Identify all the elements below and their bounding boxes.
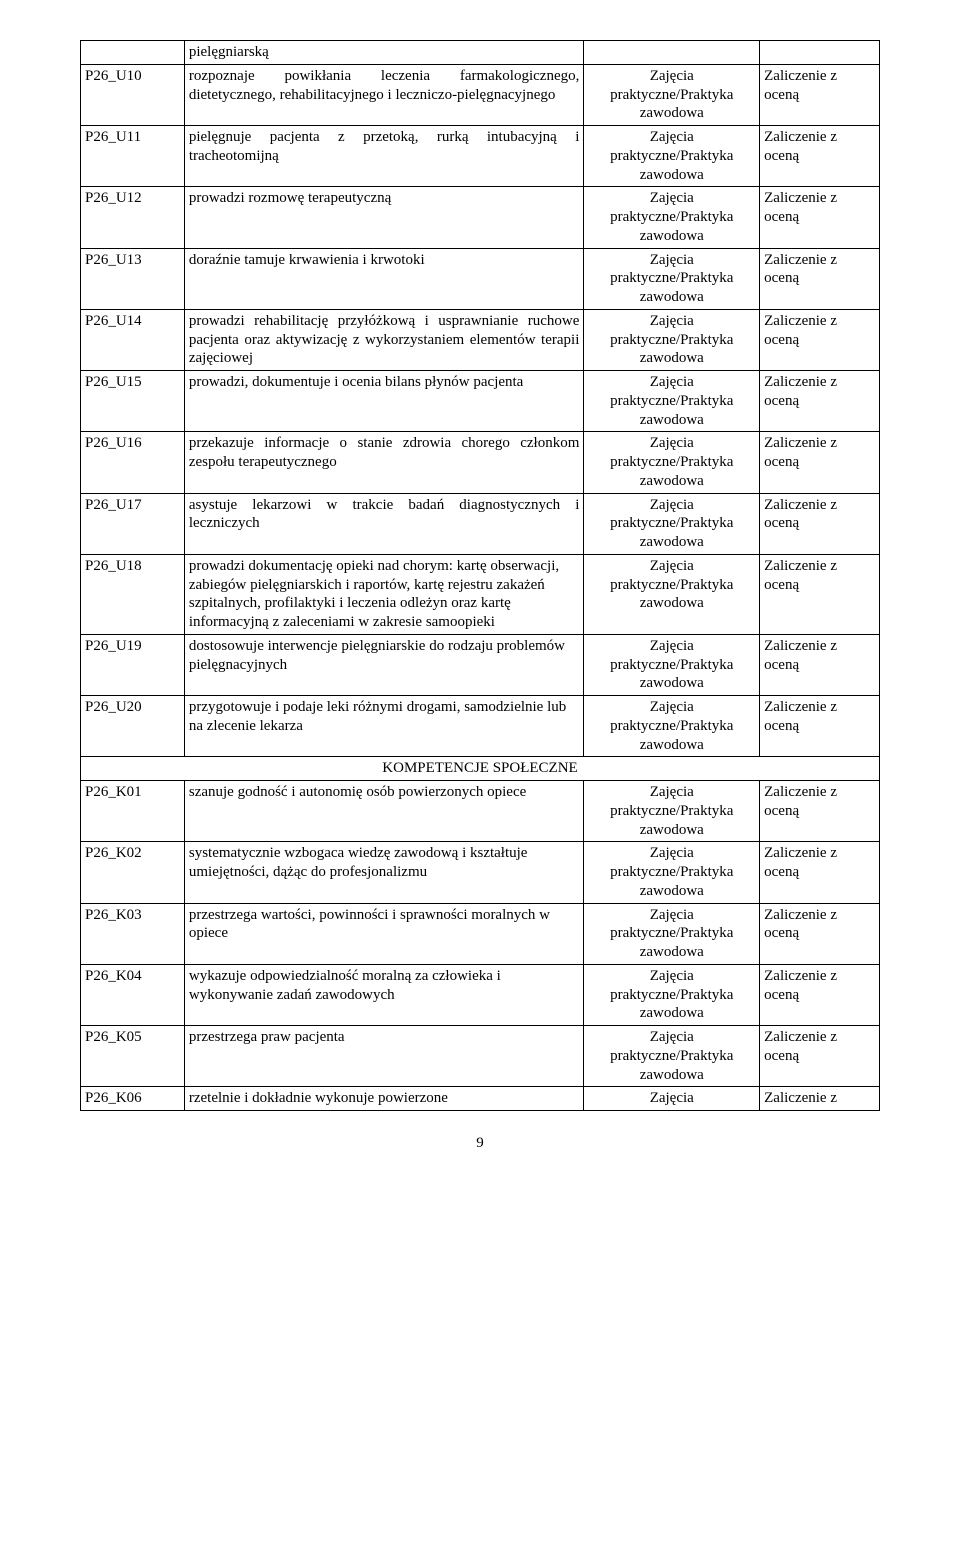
code-cell: P26_U19: [81, 634, 185, 695]
table-row: P26_K06rzetelnie i dokładnie wykonuje po…: [81, 1087, 880, 1111]
method-cell: Zajęciapraktyczne/Praktykazawodowa: [584, 842, 760, 903]
code-cell: P26_K05: [81, 1026, 185, 1087]
description-cell: rozpoznaje powikłania leczenia farmakolo…: [184, 64, 584, 125]
code-cell: P26_U17: [81, 493, 185, 554]
method-cell: Zajęciapraktyczne/Praktykazawodowa: [584, 696, 760, 757]
code-cell: P26_U15: [81, 371, 185, 432]
table-row: P26_K01szanuje godność i autonomię osób …: [81, 781, 880, 842]
method-cell: Zajęciapraktyczne/Praktykazawodowa: [584, 248, 760, 309]
table-row: P26_K05przestrzega praw pacjentaZajęciap…: [81, 1026, 880, 1087]
description-cell: prowadzi dokumentację opieki nad chorym:…: [184, 554, 584, 634]
assessment-cell: Zaliczenie zoceną: [760, 126, 880, 187]
table-row: P26_U15prowadzi, dokumentuje i ocenia bi…: [81, 371, 880, 432]
method-cell: Zajęciapraktyczne/Praktykazawodowa: [584, 493, 760, 554]
method-cell: Zajęciapraktyczne/Praktykazawodowa: [584, 781, 760, 842]
description-cell: szanuje godność i autonomię osób powierz…: [184, 781, 584, 842]
assessment-cell: Zaliczenie zoceną: [760, 781, 880, 842]
code-cell: P26_U20: [81, 696, 185, 757]
description-cell: przekazuje informacje o stanie zdrowia c…: [184, 432, 584, 493]
table-row: P26_U14prowadzi rehabilitację przyłóżkow…: [81, 309, 880, 370]
table-row: P26_K02systematycznie wzbogaca wiedzę za…: [81, 842, 880, 903]
description-cell: przestrzega wartości, powinności i spraw…: [184, 903, 584, 964]
assessment-cell: Zaliczenie zoceną: [760, 903, 880, 964]
table-row: P26_K03przestrzega wartości, powinności …: [81, 903, 880, 964]
code-cell: P26_U14: [81, 309, 185, 370]
section-header: KOMPETENCJE SPOŁECZNE: [81, 757, 880, 781]
description-cell: prowadzi, dokumentuje i ocenia bilans pł…: [184, 371, 584, 432]
assessment-cell: Zaliczenie zoceną: [760, 187, 880, 248]
description-cell: prowadzi rozmowę terapeutyczną: [184, 187, 584, 248]
method-cell: Zajęciapraktyczne/Praktykazawodowa: [584, 634, 760, 695]
method-cell: Zajęciapraktyczne/Praktykazawodowa: [584, 1026, 760, 1087]
assessment-cell: Zaliczenie zoceną: [760, 696, 880, 757]
assessment-cell: Zaliczenie zoceną: [760, 64, 880, 125]
description-cell: wykazuje odpowiedzialność moralną za czł…: [184, 964, 584, 1025]
assessment-cell: Zaliczenie zoceną: [760, 634, 880, 695]
method-cell: Zajęciapraktyczne/Praktykazawodowa: [584, 309, 760, 370]
table-row: P26_U10rozpoznaje powikłania leczenia fa…: [81, 64, 880, 125]
method-cell: Zajęcia: [584, 1087, 760, 1111]
code-cell: P26_U12: [81, 187, 185, 248]
assessment-cell: Zaliczenie zoceną: [760, 432, 880, 493]
assessment-cell: Zaliczenie zoceną: [760, 493, 880, 554]
page-number: 9: [80, 1135, 880, 1152]
table-row: P26_U18prowadzi dokumentację opieki nad …: [81, 554, 880, 634]
description-cell: pielęgnuje pacjenta z przetoką, rurką in…: [184, 126, 584, 187]
description-cell: przestrzega praw pacjenta: [184, 1026, 584, 1087]
assessment-cell: Zaliczenie zoceną: [760, 371, 880, 432]
assessment-cell: Zaliczenie zoceną: [760, 842, 880, 903]
table-row: P26_U11pielęgnuje pacjenta z przetoką, r…: [81, 126, 880, 187]
method-cell: Zajęciapraktyczne/Praktykazawodowa: [584, 126, 760, 187]
description-cell: systematycznie wzbogaca wiedzę zawodową …: [184, 842, 584, 903]
table-row: P26_U19dostosowuje interwencje pielęgnia…: [81, 634, 880, 695]
description-cell: asystuje lekarzowi w trakcie badań diagn…: [184, 493, 584, 554]
assessment-cell: Zaliczenie zoceną: [760, 964, 880, 1025]
method-cell: Zajęciapraktyczne/Praktykazawodowa: [584, 64, 760, 125]
description-cell: pielęgniarską: [184, 41, 584, 65]
method-cell: Zajęciapraktyczne/Praktykazawodowa: [584, 903, 760, 964]
code-cell: P26_K02: [81, 842, 185, 903]
description-cell: rzetelnie i dokładnie wykonuje powierzon…: [184, 1087, 584, 1111]
assessment-cell: Zaliczenie z: [760, 1087, 880, 1111]
code-cell: P26_U18: [81, 554, 185, 634]
assessment-cell: [760, 41, 880, 65]
method-cell: Zajęciapraktyczne/Praktykazawodowa: [584, 187, 760, 248]
code-cell: P26_U11: [81, 126, 185, 187]
table-row: P26_U13doraźnie tamuje krwawienia i krwo…: [81, 248, 880, 309]
code-cell: P26_K01: [81, 781, 185, 842]
table-row: P26_U16przekazuje informacje o stanie zd…: [81, 432, 880, 493]
method-cell: Zajęciapraktyczne/Praktykazawodowa: [584, 371, 760, 432]
description-cell: przygotowuje i podaje leki różnymi droga…: [184, 696, 584, 757]
assessment-cell: Zaliczenie zoceną: [760, 248, 880, 309]
table-row: P26_U17asystuje lekarzowi w trakcie bada…: [81, 493, 880, 554]
code-cell: P26_K03: [81, 903, 185, 964]
code-cell: P26_U13: [81, 248, 185, 309]
code-cell: P26_U16: [81, 432, 185, 493]
method-cell: Zajęciapraktyczne/Praktykazawodowa: [584, 554, 760, 634]
method-cell: [584, 41, 760, 65]
table-row: P26_U12prowadzi rozmowę terapeutycznąZaj…: [81, 187, 880, 248]
code-cell: P26_K04: [81, 964, 185, 1025]
method-cell: Zajęciapraktyczne/Praktykazawodowa: [584, 964, 760, 1025]
code-cell: P26_U10: [81, 64, 185, 125]
description-cell: prowadzi rehabilitację przyłóżkową i usp…: [184, 309, 584, 370]
table-row: pielęgniarską: [81, 41, 880, 65]
table-row: P26_U20przygotowuje i podaje leki różnym…: [81, 696, 880, 757]
table-row: P26_K04wykazuje odpowiedzialność moralną…: [81, 964, 880, 1025]
code-cell: P26_K06: [81, 1087, 185, 1111]
outcomes-table: pielęgniarskąP26_U10rozpoznaje powikłani…: [80, 40, 880, 1111]
method-cell: Zajęciapraktyczne/Praktykazawodowa: [584, 432, 760, 493]
assessment-cell: Zaliczenie zoceną: [760, 1026, 880, 1087]
code-cell: [81, 41, 185, 65]
description-cell: dostosowuje interwencje pielęgniarskie d…: [184, 634, 584, 695]
assessment-cell: Zaliczenie zoceną: [760, 554, 880, 634]
description-cell: doraźnie tamuje krwawienia i krwotoki: [184, 248, 584, 309]
assessment-cell: Zaliczenie zoceną: [760, 309, 880, 370]
